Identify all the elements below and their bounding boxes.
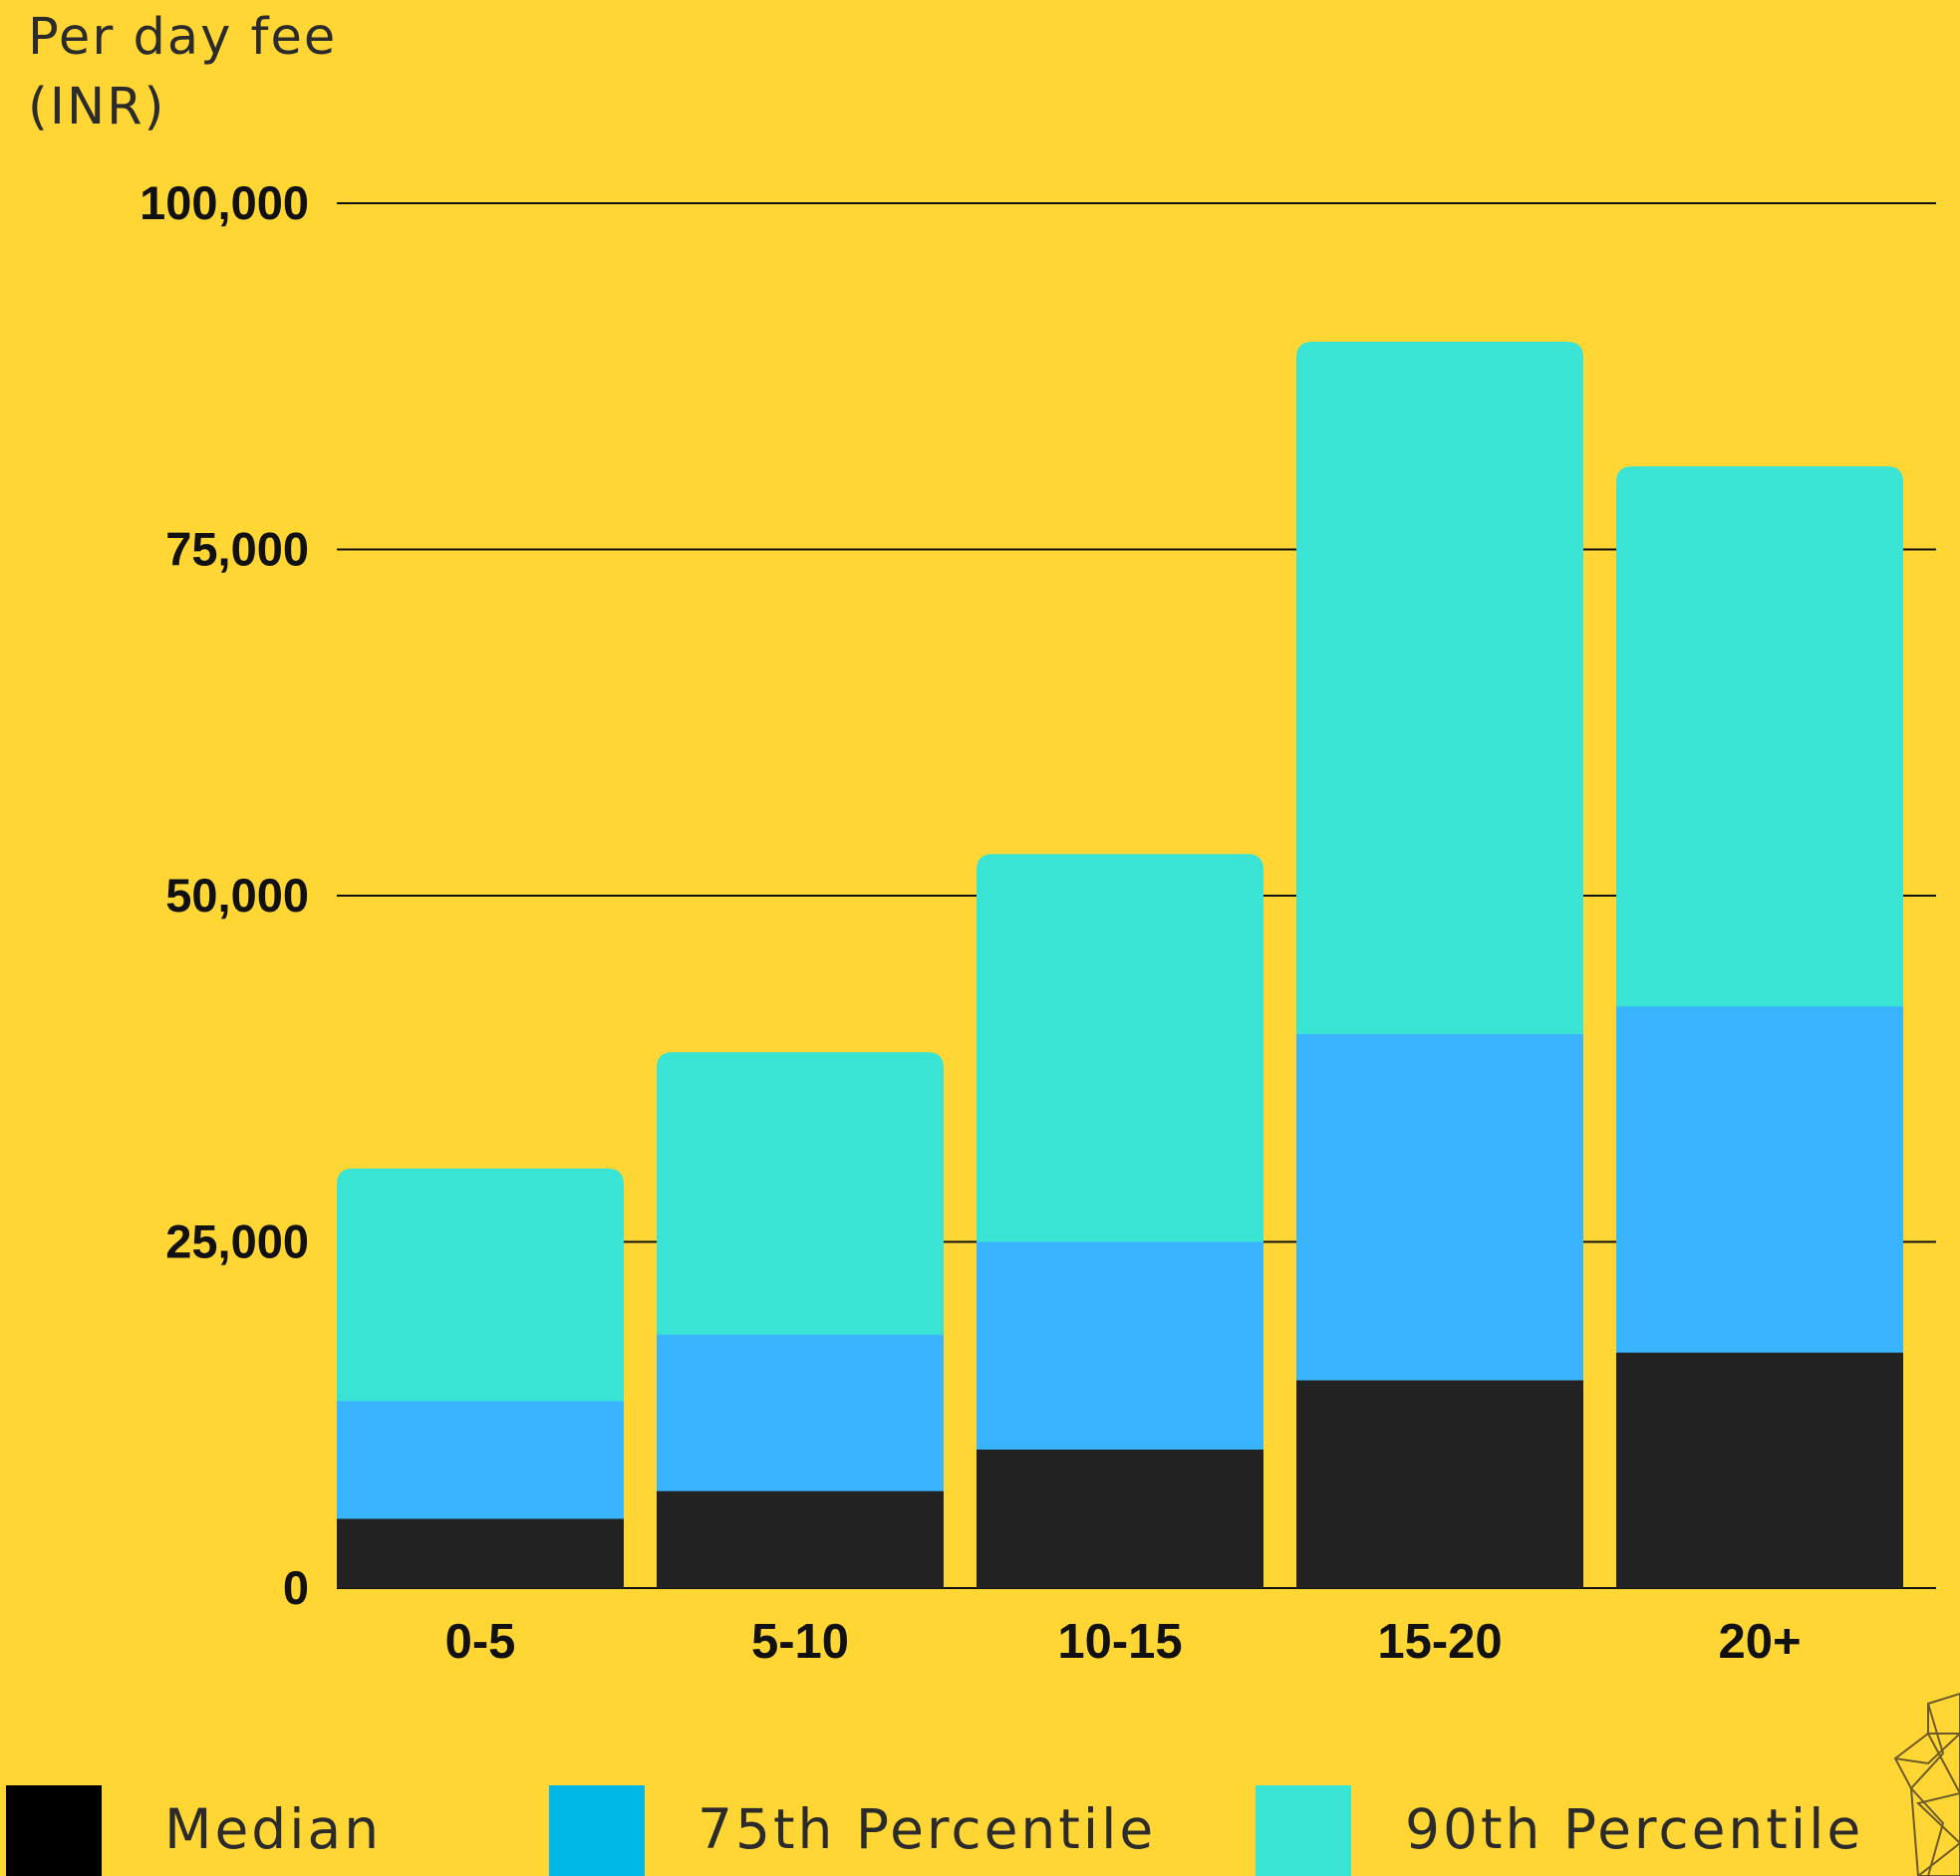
y-axis-title-line-2: (INR): [28, 78, 166, 136]
bar-median-0-5: [337, 1518, 624, 1588]
x-category-label: 10-15: [1057, 1615, 1182, 1669]
bar-median-20-: [1616, 1352, 1903, 1588]
bar-median-15-20: [1296, 1380, 1583, 1588]
bar-median-5-10: [657, 1490, 944, 1588]
y-axis-ticks: 0 25,000 50,000 75,000 100,000: [140, 176, 309, 1614]
legend-label: Median: [164, 1797, 382, 1861]
x-category-label: 20+: [1718, 1615, 1801, 1669]
x-category-label: 0-5: [445, 1615, 516, 1669]
y-tick-label: 0: [283, 1561, 309, 1614]
y-tick-label: 25,000: [165, 1215, 309, 1268]
x-category-label: 15-20: [1377, 1615, 1502, 1669]
x-axis-categories: 0-5 5-10 10-15 15-20 20+: [445, 1615, 1802, 1669]
bar-median-10-15: [977, 1450, 1263, 1588]
legend-label: 90th Percentile: [1405, 1797, 1863, 1861]
y-axis-title-line-1: Per day fee: [28, 8, 338, 67]
bars: [337, 342, 1903, 1589]
y-tick-label: 100,000: [140, 176, 309, 229]
x-category-label: 5-10: [751, 1615, 849, 1669]
y-tick-label: 75,000: [165, 523, 309, 576]
legend-swatch: [6, 1785, 102, 1876]
legend-label: 75th Percentile: [698, 1797, 1156, 1861]
legend: Median 75th Percentile 90th Percentile: [6, 1785, 1863, 1876]
legend-swatch: [549, 1785, 645, 1876]
watermark-logo: [1893, 1692, 1960, 1876]
legend-swatch: [1256, 1785, 1351, 1876]
y-tick-label: 50,000: [165, 869, 309, 922]
